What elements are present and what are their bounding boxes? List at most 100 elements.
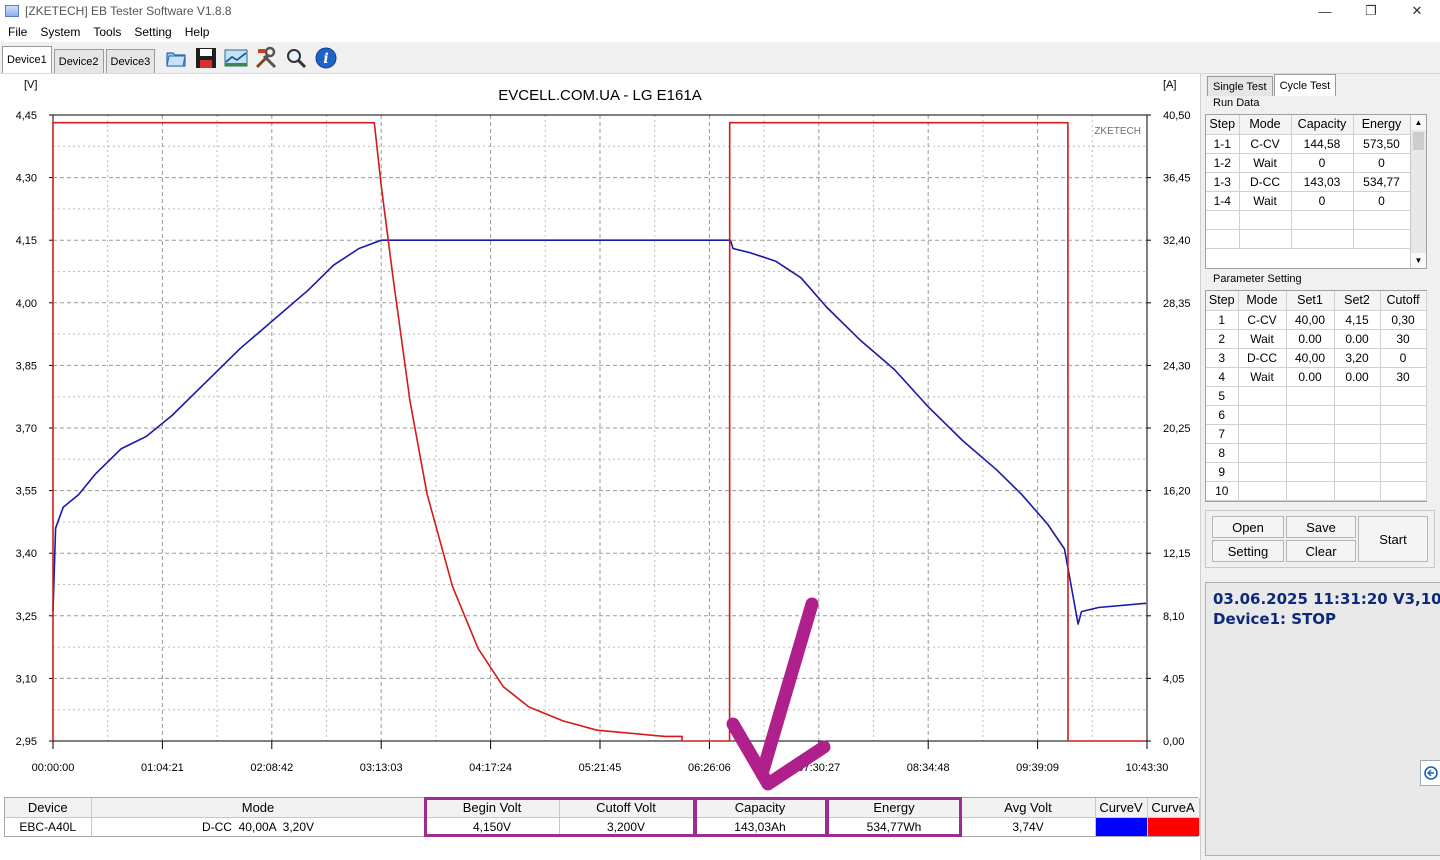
left-tick-label: 3,10	[16, 673, 37, 685]
status-header-begin-volt: Begin Volt	[425, 798, 560, 818]
menu-tools[interactable]: Tools	[93, 25, 122, 39]
param-set1: 0.00	[1286, 329, 1335, 349]
menu-help[interactable]: Help	[184, 25, 210, 39]
run-mode: Wait	[1239, 191, 1292, 211]
table-row[interactable]: 3 D-CC 40,00 3,20 0	[1206, 348, 1427, 368]
save-icon[interactable]	[194, 46, 218, 70]
sidebar-toggle-icon[interactable]	[1420, 760, 1440, 786]
status-header-curve-a: CurveA	[1147, 798, 1200, 818]
chart-panel: EVCELL.COM.UA - LG E161A ZKETECH [V] [A]…	[0, 74, 1200, 796]
table-row[interactable]: 1-3 D-CC 143,03 534,77	[1206, 172, 1411, 192]
status-avg-volt: 3,74V	[961, 817, 1096, 836]
left-tick-label: 4,45	[16, 110, 37, 122]
start-button[interactable]: Start	[1358, 516, 1428, 562]
setting-button[interactable]: Setting	[1212, 540, 1284, 562]
param-set2	[1334, 481, 1381, 501]
left-tick-label: 4,15	[16, 235, 37, 247]
param-set2: 0.00	[1334, 367, 1381, 387]
left-tick-label: 4,30	[16, 173, 37, 185]
left-tick-label: 4,00	[16, 298, 37, 310]
x-tick-label: 06:26:06	[688, 762, 731, 774]
table-row[interactable]: 7	[1206, 424, 1427, 444]
param-cutoff: 0	[1380, 348, 1427, 368]
param-cutoff: 30	[1380, 329, 1427, 349]
x-tick-label: 04:17:24	[469, 762, 512, 774]
folder-icon[interactable]	[164, 46, 188, 70]
left-tick-label: 3,40	[16, 548, 37, 560]
save-button[interactable]: Save	[1286, 516, 1356, 538]
param-set2	[1334, 443, 1381, 463]
right-tick-label: 28,35	[1163, 298, 1191, 310]
tab-device2[interactable]: Device2	[53, 49, 104, 73]
param-cutoff: 30	[1380, 367, 1427, 387]
close-button[interactable]: ✕	[1411, 3, 1423, 18]
search-icon[interactable]	[284, 46, 308, 70]
param-mode: D-CC	[1238, 348, 1287, 368]
tab-device1[interactable]: Device1	[2, 46, 52, 73]
param-step: 10	[1206, 481, 1239, 501]
axis-ticks: 4,45 4,30 4,15 4,00 3,85 3,70 3,55 3,40 3,25 3,10…	[16, 110, 1191, 774]
chart-icon[interactable]	[224, 46, 248, 70]
svg-text:i: i	[324, 51, 329, 67]
info-icon[interactable]: i	[314, 46, 338, 70]
curve-v-swatch[interactable]	[1095, 817, 1148, 836]
param-set2: 0.00	[1334, 329, 1381, 349]
table-row[interactable]: 8	[1206, 443, 1427, 463]
scroll-up-icon[interactable]: ▲	[1411, 115, 1426, 130]
status-energy: 534,77Wh	[827, 817, 962, 836]
table-row[interactable]	[1206, 210, 1411, 230]
param-step: 2	[1206, 329, 1239, 349]
menu-setting[interactable]: Setting	[134, 25, 172, 39]
table-row[interactable]: 6	[1206, 405, 1427, 425]
run-data-scrollbar[interactable]: ▲ ▼	[1410, 115, 1426, 268]
status-datetime: 03.06.2025 11:31:20 V3,10	[1213, 590, 1440, 608]
maximize-button[interactable]: ❐	[1365, 3, 1377, 18]
run-mode: D-CC	[1239, 172, 1292, 192]
run-header-mode: Mode	[1239, 115, 1292, 135]
title-bar: [ZKETECH] EB Tester Software V1.8.8 — ❐ …	[0, 0, 1440, 22]
param-set1	[1286, 481, 1335, 501]
window-title: [ZKETECH] EB Tester Software V1.8.8	[25, 4, 232, 18]
right-tick-label: 12,15	[1163, 548, 1191, 560]
param-set2: 4,15	[1334, 310, 1381, 330]
param-set2	[1334, 424, 1381, 444]
run-header-step: Step	[1206, 115, 1240, 135]
left-tick-label: 3,70	[16, 423, 37, 435]
table-row[interactable]: 2 Wait 0.00 0.00 30	[1206, 329, 1427, 349]
x-tick-label: 00:00:00	[32, 762, 75, 774]
x-tick-label: 01:04:21	[141, 762, 184, 774]
run-data-label: Run Data	[1211, 97, 1262, 109]
param-cutoff	[1380, 443, 1427, 463]
table-row[interactable]: 1-1 C-CV 144,58 573,50	[1206, 134, 1411, 154]
curve-a-swatch[interactable]	[1147, 817, 1200, 836]
param-cutoff	[1380, 405, 1427, 425]
x-tick-label: 08:34:48	[907, 762, 950, 774]
open-button[interactable]: Open	[1212, 516, 1284, 538]
tab-cycle-test[interactable]: Cycle Test	[1273, 74, 1337, 96]
table-row[interactable]: 9	[1206, 462, 1427, 482]
table-row[interactable]: 5	[1206, 386, 1427, 406]
run-energy: 0	[1353, 191, 1411, 211]
param-mode: Wait	[1238, 367, 1287, 387]
scroll-down-icon[interactable]: ▼	[1411, 253, 1426, 268]
status-header-energy: Energy	[827, 798, 962, 818]
tools-icon[interactable]	[254, 46, 278, 70]
tab-device3[interactable]: Device3	[105, 49, 156, 73]
current-series-line	[52, 121, 1147, 742]
table-row[interactable]: 1 C-CV 40,00 4,15 0,30	[1206, 310, 1427, 330]
table-row[interactable]: 1-2 Wait 0 0	[1206, 153, 1411, 173]
minimize-button[interactable]: —	[1318, 3, 1332, 19]
table-row[interactable]	[1206, 229, 1411, 249]
clear-button[interactable]: Clear	[1286, 540, 1356, 562]
table-row[interactable]: 1-4 Wait 0 0	[1206, 191, 1411, 211]
tab-single-test[interactable]: Single Test	[1207, 76, 1273, 96]
run-step: 1-2	[1206, 153, 1240, 173]
table-row[interactable]: 4 Wait 0.00 0.00 30	[1206, 367, 1427, 387]
menu-file[interactable]: File	[8, 25, 28, 39]
menu-system[interactable]: System	[40, 25, 81, 39]
table-row[interactable]: 10	[1206, 481, 1427, 501]
param-header-mode: Mode	[1238, 291, 1287, 311]
left-tick-label: 3,85	[16, 360, 37, 372]
scroll-thumb[interactable]	[1413, 132, 1424, 150]
